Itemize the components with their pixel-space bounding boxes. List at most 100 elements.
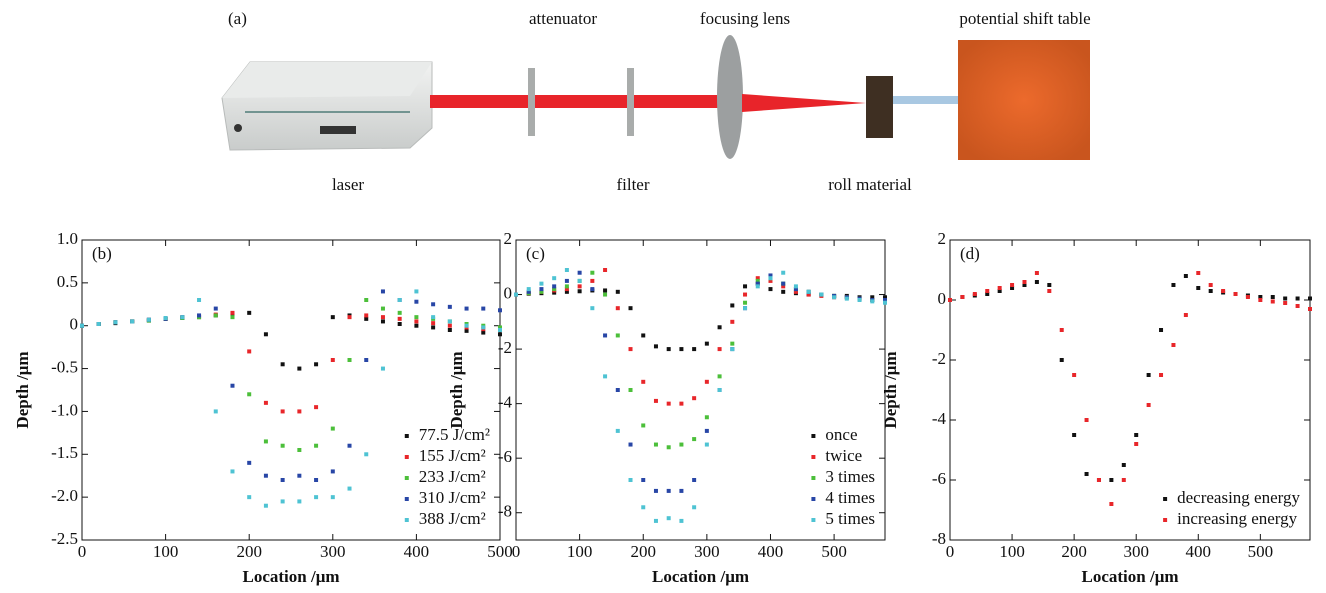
data-point [628, 478, 633, 482]
data-point [364, 313, 369, 318]
data-point [564, 268, 569, 272]
y-tick-label: -8 [932, 529, 946, 548]
data-point [793, 289, 798, 294]
data-point [213, 409, 218, 414]
legend-marker [1163, 518, 1168, 522]
data-point [806, 292, 811, 297]
data-point [564, 287, 569, 292]
data-point [280, 499, 285, 504]
legend-label: 155 J/cm² [419, 446, 486, 465]
chart: 0 100 200 300 400 500 -8 -6 -4 -2 0 2 (d) Location /μ… [881, 229, 1312, 586]
data-point [1022, 283, 1027, 287]
data-point [414, 289, 419, 294]
data-point [314, 478, 319, 482]
data-point [590, 278, 595, 283]
data-point [1258, 295, 1263, 299]
data-point [247, 495, 252, 500]
data-point [781, 289, 786, 294]
data-point [1084, 418, 1089, 422]
data-point [1196, 286, 1201, 290]
x-tick-label: 300 [694, 542, 720, 561]
data-point [330, 469, 335, 474]
y-tick-label: -6 [498, 447, 512, 466]
data-point [730, 347, 735, 352]
data-point [481, 325, 486, 330]
data-point [314, 362, 319, 367]
x-tick-label: 400 [1186, 542, 1212, 561]
data-point [972, 292, 977, 296]
x-tick-label: 400 [758, 542, 784, 561]
data-point [997, 289, 1002, 293]
data-point [730, 303, 735, 308]
legend-label: twice [825, 446, 862, 465]
data-point [163, 316, 168, 320]
data-point [464, 323, 469, 328]
data-point [577, 278, 582, 283]
data-point [653, 518, 658, 523]
data-point [692, 396, 697, 401]
data-point [730, 319, 735, 324]
data-point [948, 298, 952, 302]
data-point [1022, 280, 1027, 284]
data-point [263, 439, 268, 444]
data-point [577, 284, 582, 289]
data-point [768, 276, 773, 281]
data-point [615, 428, 620, 433]
legend-marker [811, 434, 816, 438]
chart: 0 100 200 300 400 500 -2.5 -2.0 -1.5 -1.0 -0.5 0 0.5… [13, 229, 513, 586]
data-point [603, 374, 608, 379]
setup-diagram: (a) attenuator focusing lens potential s… [221, 9, 1091, 194]
data-point [1134, 442, 1139, 446]
legend-marker [811, 476, 816, 480]
data-point [1171, 343, 1176, 347]
y-tick-label: 0 [504, 283, 513, 302]
data-point [431, 325, 436, 330]
data-point [330, 315, 335, 320]
data-point [985, 292, 990, 296]
data-point [641, 505, 646, 510]
y-tick-label: -2.5 [51, 529, 78, 548]
data-point [692, 478, 697, 482]
data-point [743, 284, 748, 289]
data-point [666, 445, 671, 450]
data-point [717, 347, 722, 352]
data-point [679, 442, 684, 447]
data-point [1034, 271, 1039, 275]
y-tick-label: -4 [498, 393, 513, 412]
data-point [1270, 295, 1275, 299]
data-point [297, 366, 302, 371]
data-point [615, 333, 620, 338]
data-point [481, 306, 486, 311]
x-tick-label: 0 [78, 542, 87, 561]
data-point [1295, 296, 1300, 301]
data-point [447, 319, 452, 324]
data-point [641, 333, 646, 338]
legend-label: increasing energy [1177, 509, 1298, 528]
data-point [692, 505, 697, 510]
data-point [514, 292, 518, 297]
data-point [230, 315, 235, 320]
x-tick-label: 200 [1061, 542, 1087, 561]
data-point [1196, 271, 1201, 275]
data-point [603, 292, 608, 297]
data-point [113, 320, 118, 325]
data-point [280, 362, 285, 367]
data-point [985, 289, 990, 293]
y-tick-label: 1.0 [57, 229, 78, 248]
laser-top [222, 62, 432, 98]
data-point [577, 270, 582, 275]
data-point [1059, 328, 1064, 332]
data-point [347, 486, 352, 491]
data-point [1084, 472, 1089, 476]
data-point [1010, 286, 1015, 290]
data-point [552, 276, 557, 281]
y-tick-label: 2 [504, 229, 513, 248]
data-point [806, 289, 811, 294]
data-point [704, 415, 709, 420]
shift-table [958, 40, 1090, 160]
data-point [793, 284, 798, 289]
panel-label: (b) [92, 244, 112, 263]
data-point [755, 284, 760, 289]
data-point [679, 401, 684, 406]
